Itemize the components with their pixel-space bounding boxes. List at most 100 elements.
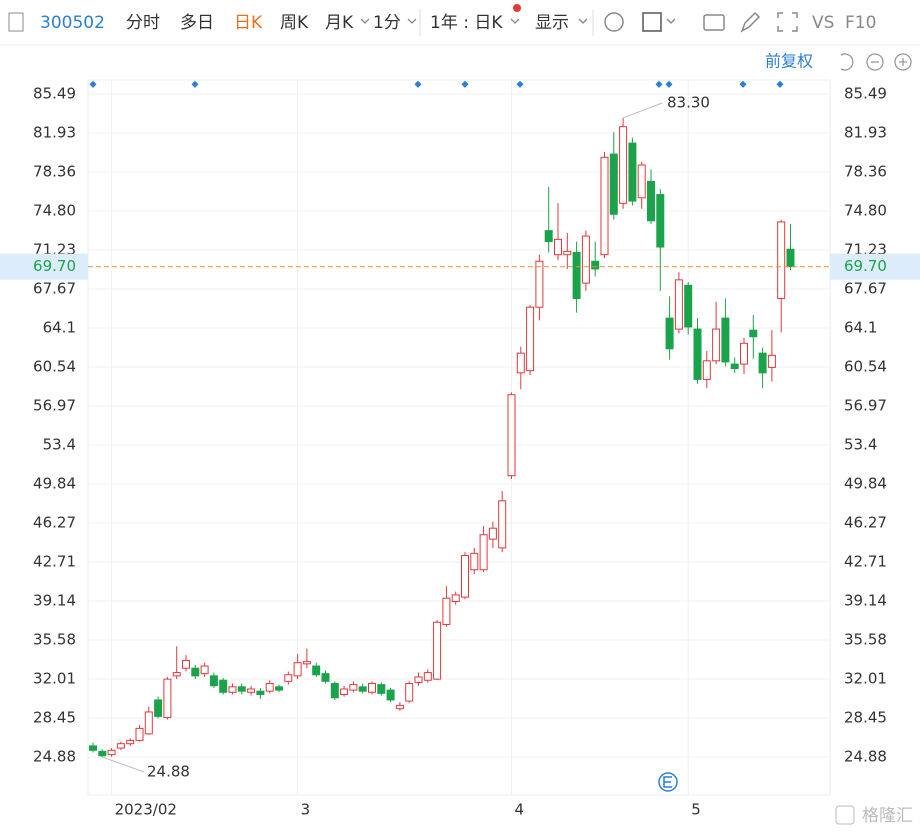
x-tick-label: 3 [301, 801, 311, 819]
candle-body [767, 354, 776, 368]
x-tick-label: 4 [515, 801, 525, 819]
candle-body [730, 363, 739, 369]
tab[interactable]: 1年 : 日K [430, 13, 503, 33]
tab[interactable]: 月K [325, 13, 354, 33]
candle-body [228, 686, 237, 693]
y-tick-label: 67.67 [33, 279, 76, 297]
zoom-controls[interactable] [840, 53, 912, 71]
adjust-button[interactable]: 前复权 [765, 52, 813, 71]
candle-body [377, 684, 386, 694]
x-tick-label: 5 [691, 801, 701, 819]
tab[interactable]: 显示 [535, 13, 569, 33]
candle [516, 346, 525, 390]
candle [749, 314, 758, 359]
candle [163, 676, 172, 720]
candle-body [749, 329, 758, 338]
earnings-icon[interactable] [658, 772, 678, 792]
f10-button[interactable]: F10 [845, 13, 876, 33]
candle [544, 186, 553, 253]
y-tick-label: 24.88 [33, 748, 76, 766]
candle-body [554, 238, 562, 256]
candle [609, 132, 618, 220]
candle-body [302, 661, 311, 665]
candle [386, 687, 395, 703]
candle-body [395, 704, 404, 710]
candle [126, 738, 135, 746]
candle [535, 254, 544, 321]
candle [172, 646, 181, 680]
candle-body [693, 328, 702, 380]
candle-body [284, 674, 293, 682]
candle [712, 301, 721, 365]
candle-body [265, 683, 274, 692]
candle-body [89, 745, 97, 751]
candle-body [535, 260, 544, 308]
candle [740, 337, 748, 374]
candle [237, 683, 246, 695]
y-tick-label: 74.80 [33, 201, 76, 219]
candle-body [665, 317, 674, 350]
y-tick-label: 28.45 [33, 708, 76, 726]
candle-body [349, 684, 358, 691]
fullscreen-icon[interactable] [777, 12, 798, 32]
checkbox-icon[interactable] [642, 12, 662, 32]
candle [98, 749, 107, 758]
candle-body [293, 662, 302, 677]
candle [507, 392, 516, 479]
candle [423, 669, 432, 683]
candle-body [219, 679, 228, 693]
tab[interactable]: 多日 [180, 13, 214, 33]
candle-body [144, 711, 153, 735]
y-tick-label: 60.54 [33, 357, 76, 375]
candle-body [386, 689, 395, 701]
candle [702, 350, 711, 389]
current-price-label: 69.70 [33, 257, 76, 275]
y-tick-label: 32.01 [33, 670, 76, 688]
panel-icon[interactable] [8, 12, 24, 32]
candle [228, 683, 237, 695]
event-markers[interactable] [89, 80, 784, 88]
vs-button[interactable]: VS [812, 13, 834, 33]
earnings-icon-letter [663, 776, 672, 788]
pen-icon[interactable] [740, 11, 761, 33]
candle [107, 748, 116, 757]
chevrons [360, 18, 676, 24]
current-price-label-right: 69.70 [844, 257, 887, 275]
candle-body [628, 142, 637, 202]
candle-body [619, 126, 628, 204]
settings-icon[interactable] [604, 12, 624, 32]
candle [498, 490, 507, 553]
y-tick-label-right: 56.97 [844, 396, 887, 414]
plot-frame [87, 79, 831, 796]
candle [461, 552, 469, 600]
camera-icon[interactable] [703, 14, 725, 31]
candle-body [237, 686, 246, 692]
candle-body [98, 750, 107, 757]
candle-body [405, 683, 414, 702]
candle-body [461, 555, 469, 598]
candle [275, 684, 283, 693]
tab[interactable]: 周K [280, 13, 309, 33]
candle [786, 224, 795, 271]
candle-body [423, 672, 432, 681]
candle-body [247, 688, 256, 693]
y-tick-label-right: 85.49 [844, 85, 887, 103]
candle-body [330, 683, 339, 699]
stock-code[interactable]: 300502 [40, 13, 105, 33]
tab[interactable]: 分时 [126, 13, 160, 33]
candle [135, 725, 144, 742]
candle [89, 742, 97, 753]
candle-body [451, 594, 460, 602]
tab[interactable]: 1分 [373, 13, 401, 33]
tab-active[interactable]: 日K [234, 13, 263, 33]
candle [405, 681, 414, 704]
candle [395, 702, 404, 711]
max-label: 83.30 [667, 94, 710, 112]
candle-body [256, 690, 265, 695]
y-tick-label-right: 53.4 [844, 436, 877, 454]
candle-body [470, 552, 479, 571]
candle [302, 648, 311, 669]
min-leader [102, 756, 145, 773]
